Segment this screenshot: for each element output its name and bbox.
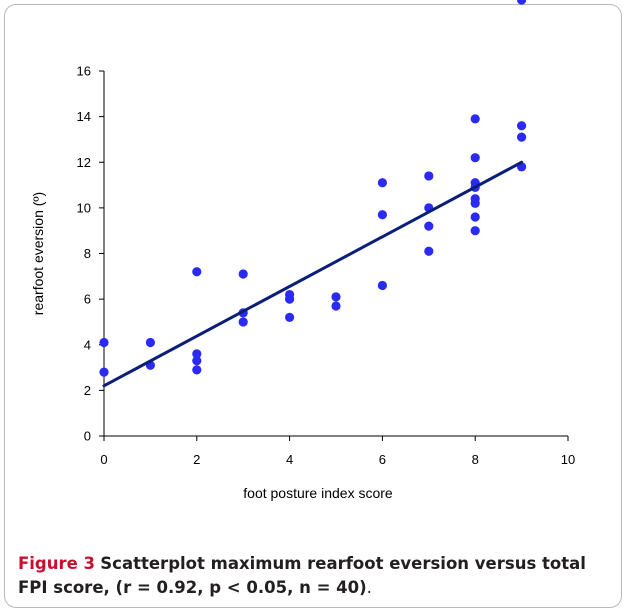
data-point [377,210,387,220]
chart-axes [103,71,568,437]
data-point [192,365,202,375]
data-point [424,246,434,256]
y-tick-label: 14 [77,109,91,124]
y-tick-label: 10 [77,200,91,215]
x-tick-label: 10 [561,452,575,467]
scatter-chart: 0 2 4 6 8 10 12 14 16 0 2 4 6 8 10 foot posture index … [30,0,576,501]
data-point [99,367,109,377]
x-tick-label: 8 [472,452,479,467]
data-point [424,171,434,181]
data-point [238,269,248,279]
data-point [517,0,527,5]
figure-title: Scatterplot maximum rearfoot eversion ve… [18,554,586,597]
y-tick-label: 12 [77,155,91,170]
x-tick-label: 0 [100,452,107,467]
data-point [145,337,155,348]
data-point [377,178,387,188]
data-point [99,337,109,348]
y-axis-label: rearfoot eversion (º) [30,192,46,315]
data-point [470,153,480,163]
data-point [238,317,248,327]
data-point [192,356,202,366]
trend-line [102,160,524,388]
data-point [377,280,387,291]
x-tick-label: 4 [286,452,293,467]
data-point [192,267,202,277]
data-point [470,198,480,208]
data-point [285,294,295,304]
y-tick-label: 16 [77,64,91,79]
x-axis-label: foot posture index score [243,485,393,501]
figure-label: Figure 3 [18,554,96,573]
data-point [470,212,480,222]
data-point [285,312,295,322]
caption-end: . [366,578,372,597]
data-point [192,349,202,359]
x-tick-label: 6 [379,452,386,467]
y-tick-label: 0 [84,429,91,444]
y-tick-label: 6 [84,292,91,307]
chart-marks [99,0,527,388]
data-point [331,301,341,311]
data-point [470,226,480,236]
figure-caption: Figure 3 Scatterplot maximum rearfoot ev… [18,552,614,600]
chart-ticks: 0 2 4 6 8 10 12 14 16 0 2 4 6 8 10 [77,64,576,468]
data-point [517,121,527,131]
x-tick-label: 2 [193,452,200,467]
y-tick-label: 2 [84,383,91,398]
figure-frame [4,4,622,608]
data-point [331,292,341,302]
y-tick-label: 8 [84,246,91,261]
data-point [517,132,527,142]
data-point [424,221,434,231]
data-point [470,114,480,124]
y-tick-label: 4 [84,337,91,352]
